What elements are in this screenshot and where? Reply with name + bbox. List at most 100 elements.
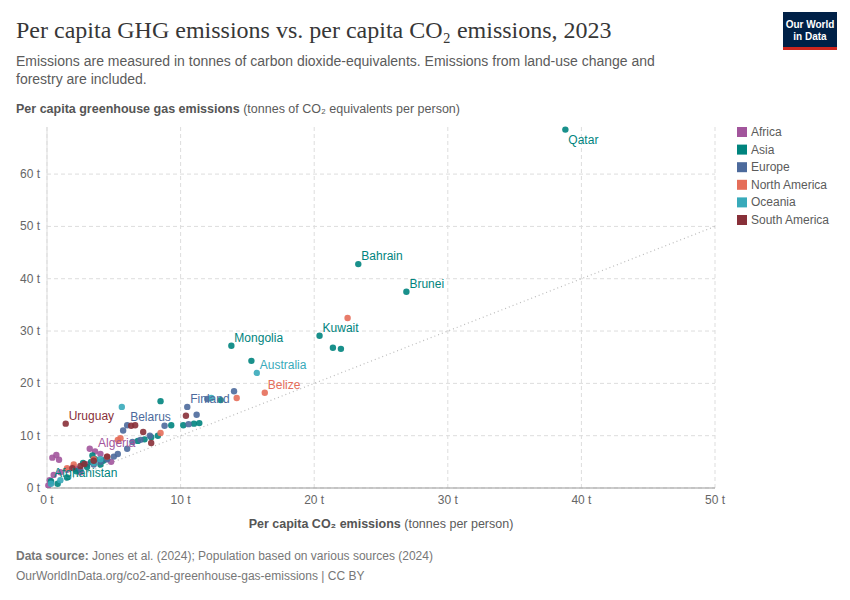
legend-swatch <box>737 127 747 137</box>
logo-strip <box>783 47 837 50</box>
series-points <box>48 126 569 487</box>
text-span: (tonnes per person) <box>404 517 513 531</box>
point <box>115 451 121 457</box>
y-grid-line <box>47 383 715 384</box>
y-axis-label: Per capita greenhouse gas emissions (ton… <box>16 102 460 116</box>
x-axis-line <box>47 488 715 489</box>
x-grid-line <box>447 127 448 488</box>
point-label: Finland <box>190 392 229 406</box>
legend-swatch <box>737 162 747 172</box>
legend: Africa Asia Europe North America Oceania Sout… <box>737 125 829 227</box>
subtitle: forestry are included. <box>16 71 147 87</box>
point <box>91 458 97 464</box>
y-tick-label: 60 t <box>20 167 41 181</box>
reference-line <box>47 226 715 488</box>
y-grid-line <box>47 174 715 175</box>
point <box>147 432 153 438</box>
text-span: Data source: <box>16 549 89 563</box>
point <box>56 457 62 463</box>
point-label: Uruguay <box>69 409 114 423</box>
x-axis-label: Per capita CO₂ emissions (tonnes per per… <box>249 517 514 531</box>
title: Per capita GHG emissions vs. per capita … <box>16 17 612 43</box>
point <box>183 413 189 419</box>
y-grid-line <box>47 488 715 489</box>
x-tick-label: 30 t <box>438 493 459 507</box>
point <box>137 437 143 443</box>
point <box>193 412 199 418</box>
x-tick-label: 0 t <box>40 493 54 507</box>
grid <box>47 127 715 488</box>
point-label: Belarus <box>130 410 171 424</box>
chart: Per capita GHG emissions vs. per capita … <box>0 0 850 600</box>
legend-label: North America <box>751 178 827 192</box>
x-tick-label: 50 t <box>705 493 726 507</box>
footer-url: OurWorldInData.org/co2-and-greenhouse-ga… <box>16 569 364 583</box>
y-tick-label: 30 t <box>20 324 41 338</box>
x-grid-line <box>314 127 315 488</box>
point <box>104 453 110 459</box>
text-span: Per capita CO₂ emissions <box>249 517 401 531</box>
series-points <box>77 388 237 473</box>
point <box>185 421 191 427</box>
text-span: Per capita greenhouse gas emissions <box>16 102 240 116</box>
x-grid-line <box>180 127 181 488</box>
text-span: Jones et al. (2024); Population based on… <box>92 549 433 563</box>
legend-label: Africa <box>751 125 782 139</box>
series-points <box>48 370 260 487</box>
y-tick-label: 10 t <box>20 429 41 443</box>
point-label: Kuwait <box>323 321 360 335</box>
point <box>248 358 254 364</box>
point-label: Afghanistan <box>54 466 117 480</box>
point-label: Qatar <box>568 133 598 147</box>
legend-label: Asia <box>751 143 775 157</box>
legend-swatch <box>737 215 747 225</box>
point <box>180 422 186 428</box>
x-grid-line <box>715 127 716 488</box>
point <box>338 346 344 352</box>
legend-label: South America <box>751 213 829 227</box>
y-tick-label: 50 t <box>20 219 41 233</box>
y-axis-line <box>47 127 48 488</box>
text-span: (tonnes of CO₂ equivalents per person) <box>243 102 460 116</box>
series-points <box>64 315 351 472</box>
legend-swatch <box>737 180 747 190</box>
subtitle: Emissions are measured in tonnes of carb… <box>16 53 655 69</box>
legend-label: Oceania <box>751 195 796 209</box>
x-tick-label: 10 t <box>171 493 192 507</box>
point <box>48 481 54 487</box>
y-grid-line <box>47 331 715 332</box>
legend-swatch <box>737 145 747 155</box>
x-grid-line <box>47 127 48 488</box>
point <box>148 440 154 446</box>
point <box>140 429 146 435</box>
legend-label: Europe <box>751 160 790 174</box>
point <box>330 345 336 351</box>
point-label: Algeria <box>98 436 136 450</box>
source: Data source: Jones et al. (2024); Popula… <box>16 549 433 563</box>
point <box>104 453 110 459</box>
point-label: Mongolia <box>234 331 283 345</box>
y-grid-line <box>47 226 715 227</box>
point <box>87 446 93 452</box>
y-tick-label: 40 t <box>20 272 41 286</box>
point-label: Bahrain <box>361 249 402 263</box>
point <box>157 398 163 404</box>
point <box>120 427 126 433</box>
point <box>231 388 237 394</box>
legend-swatch <box>737 197 747 207</box>
logo-text: in Data <box>793 31 827 42</box>
point-label: Brunei <box>409 277 444 291</box>
point <box>196 420 202 426</box>
y-grid-line <box>47 278 715 279</box>
y-tick-label: 0 t <box>27 481 41 495</box>
point <box>157 430 163 436</box>
logo: Our Worldin Data <box>783 12 837 50</box>
x-tick-label: 40 t <box>571 493 592 507</box>
x-grid-line <box>581 127 582 488</box>
x-tick-label: 20 t <box>304 493 325 507</box>
y-tick-label: 20 t <box>20 376 41 390</box>
point <box>234 395 240 401</box>
point <box>97 456 103 462</box>
point-label: Australia <box>260 358 307 372</box>
point <box>119 404 125 410</box>
